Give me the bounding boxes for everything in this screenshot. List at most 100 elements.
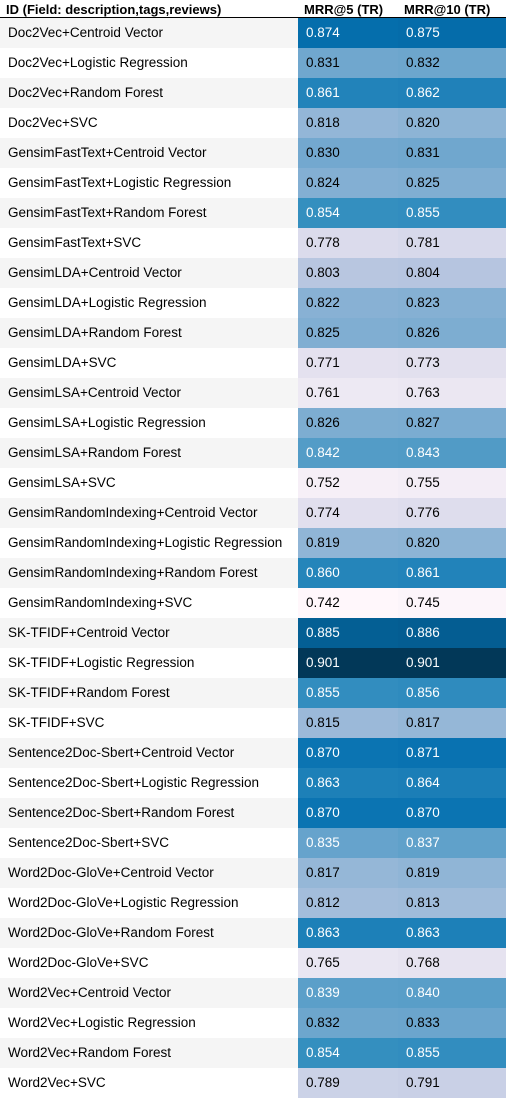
table-row: GensimFastText+Random Forest 0.854 0.855 <box>0 198 506 228</box>
mrr5-value-cell: 0.771 <box>298 348 398 378</box>
mrr5-value-cell: 0.817 <box>298 858 398 888</box>
mrr5-value-cell: 0.835 <box>298 828 398 858</box>
mrr10-value-cell: 0.855 <box>398 1038 506 1068</box>
table-row: GensimLDA+Random Forest 0.825 0.826 <box>0 318 506 348</box>
mrr10-value-cell: 0.827 <box>398 408 506 438</box>
mrr10-value-cell: 0.856 <box>398 678 506 708</box>
table-row: Word2Vec+Random Forest 0.854 0.855 <box>0 1038 506 1068</box>
row-id-cell: Sentence2Doc-Sbert+Random Forest <box>0 798 298 828</box>
mrr5-value-cell: 0.822 <box>298 288 398 318</box>
mrr5-value-cell: 0.839 <box>298 978 398 1008</box>
mrr5-value-cell: 0.860 <box>298 558 398 588</box>
row-id-cell: Doc2Vec+Centroid Vector <box>0 17 298 48</box>
mrr10-value-cell: 0.862 <box>398 78 506 108</box>
mrr5-value-cell: 0.815 <box>298 708 398 738</box>
mrr5-value-cell: 0.742 <box>298 588 398 618</box>
row-id-cell: Word2Doc-GloVe+Random Forest <box>0 918 298 948</box>
table-row: GensimRandomIndexing+Random Forest 0.860 0… <box>0 558 506 588</box>
mrr5-value-cell: 0.855 <box>298 678 398 708</box>
table-row: Sentence2Doc-Sbert+Random Forest 0.870 0.8… <box>0 798 506 828</box>
row-id-cell: Sentence2Doc-Sbert+Logistic Regression <box>0 768 298 798</box>
mrr10-value-cell: 0.843 <box>398 438 506 468</box>
table-row: GensimLSA+Logistic Regression 0.826 0.827 <box>0 408 506 438</box>
table-row: Word2Vec+SVC 0.789 0.791 <box>0 1068 506 1098</box>
table-row: GensimFastText+Logistic Regression 0.824 0… <box>0 168 506 198</box>
mrr5-value-cell: 0.789 <box>298 1068 398 1098</box>
mrr5-value-cell: 0.870 <box>298 798 398 828</box>
mrr5-value-cell: 0.842 <box>298 438 398 468</box>
table-row: Word2Doc-GloVe+Centroid Vector 0.817 0.819 <box>0 858 506 888</box>
mrr10-value-cell: 0.826 <box>398 318 506 348</box>
row-id-cell: GensimRandomIndexing+SVC <box>0 588 298 618</box>
row-id-cell: SK-TFIDF+Centroid Vector <box>0 618 298 648</box>
mrr5-value-cell: 0.885 <box>298 618 398 648</box>
table-row: Doc2Vec+Random Forest 0.861 0.862 <box>0 78 506 108</box>
mrr10-value-cell: 0.871 <box>398 738 506 768</box>
table-row: SK-TFIDF+Centroid Vector 0.885 0.886 <box>0 618 506 648</box>
table-row: GensimFastText+SVC 0.778 0.781 <box>0 228 506 258</box>
row-id-cell: GensimRandomIndexing+Random Forest <box>0 558 298 588</box>
table-row: Sentence2Doc-Sbert+SVC 0.835 0.837 <box>0 828 506 858</box>
row-id-cell: Word2Vec+Random Forest <box>0 1038 298 1068</box>
row-id-cell: SK-TFIDF+Random Forest <box>0 678 298 708</box>
mrr5-value-cell: 0.870 <box>298 738 398 768</box>
mrr5-value-cell: 0.819 <box>298 528 398 558</box>
table-row: GensimFastText+Centroid Vector 0.830 0.831 <box>0 138 506 168</box>
row-id-cell: SK-TFIDF+Logistic Regression <box>0 648 298 678</box>
row-id-cell: GensimFastText+SVC <box>0 228 298 258</box>
table-row: SK-TFIDF+Random Forest 0.855 0.856 <box>0 678 506 708</box>
row-id-cell: Word2Doc-GloVe+SVC <box>0 948 298 978</box>
mrr5-value-cell: 0.874 <box>298 17 398 48</box>
row-id-cell: GensimLDA+Logistic Regression <box>0 288 298 318</box>
table-row: Doc2Vec+Logistic Regression 0.831 0.832 <box>0 48 506 78</box>
row-id-cell: GensimFastText+Centroid Vector <box>0 138 298 168</box>
column-header-mrr5: MRR@5 (TR) <box>298 0 398 18</box>
mrr10-value-cell: 0.813 <box>398 888 506 918</box>
mrr5-value-cell: 0.812 <box>298 888 398 918</box>
table-row: Sentence2Doc-Sbert+Centroid Vector 0.870 0… <box>0 738 506 768</box>
mrr5-value-cell: 0.774 <box>298 498 398 528</box>
mrr10-value-cell: 0.745 <box>398 588 506 618</box>
header-row: ID (Field: description,tags,reviews) MRR… <box>0 0 506 18</box>
mrr10-value-cell: 0.776 <box>398 498 506 528</box>
row-id-cell: GensimLSA+Logistic Regression <box>0 408 298 438</box>
table-body: Doc2Vec+Centroid Vector 0.874 0.875 Doc2Vec… <box>0 17 506 1098</box>
mrr10-value-cell: 0.781 <box>398 228 506 258</box>
row-id-cell: GensimLSA+SVC <box>0 468 298 498</box>
table-row: Doc2Vec+Centroid Vector 0.874 0.875 <box>0 17 506 48</box>
mrr10-value-cell: 0.864 <box>398 768 506 798</box>
mrr5-value-cell: 0.778 <box>298 228 398 258</box>
row-id-cell: GensimLDA+Random Forest <box>0 318 298 348</box>
row-id-cell: GensimRandomIndexing+Centroid Vector <box>0 498 298 528</box>
row-id-cell: Word2Vec+Logistic Regression <box>0 1008 298 1038</box>
row-id-cell: SK-TFIDF+SVC <box>0 708 298 738</box>
table-row: SK-TFIDF+Logistic Regression 0.901 0.901 <box>0 648 506 678</box>
mrr10-value-cell: 0.870 <box>398 798 506 828</box>
row-id-cell: GensimFastText+Random Forest <box>0 198 298 228</box>
mrr10-value-cell: 0.831 <box>398 138 506 168</box>
table-row: Word2Doc-GloVe+Random Forest 0.863 0.863 <box>0 918 506 948</box>
mrr10-value-cell: 0.819 <box>398 858 506 888</box>
mrr10-value-cell: 0.863 <box>398 918 506 948</box>
mrr5-value-cell: 0.854 <box>298 1038 398 1068</box>
mrr5-value-cell: 0.818 <box>298 108 398 138</box>
table-row: Word2Doc-GloVe+Logistic Regression 0.812 0… <box>0 888 506 918</box>
table-row: Word2Vec+Logistic Regression 0.832 0.833 <box>0 1008 506 1038</box>
mrr10-value-cell: 0.791 <box>398 1068 506 1098</box>
table-row: Doc2Vec+SVC 0.818 0.820 <box>0 108 506 138</box>
mrr10-value-cell: 0.755 <box>398 468 506 498</box>
mrr10-value-cell: 0.861 <box>398 558 506 588</box>
mrr5-value-cell: 0.901 <box>298 648 398 678</box>
mrr10-value-cell: 0.823 <box>398 288 506 318</box>
mrr10-value-cell: 0.804 <box>398 258 506 288</box>
table-row: GensimLSA+SVC 0.752 0.755 <box>0 468 506 498</box>
mrr5-value-cell: 0.826 <box>298 408 398 438</box>
mrr10-value-cell: 0.855 <box>398 198 506 228</box>
table-row: GensimLSA+Centroid Vector 0.761 0.763 <box>0 378 506 408</box>
mrr10-value-cell: 0.825 <box>398 168 506 198</box>
mrr5-value-cell: 0.803 <box>298 258 398 288</box>
row-id-cell: Word2Doc-GloVe+Logistic Regression <box>0 888 298 918</box>
mrr5-value-cell: 0.761 <box>298 378 398 408</box>
table-row: GensimRandomIndexing+SVC 0.742 0.745 <box>0 588 506 618</box>
